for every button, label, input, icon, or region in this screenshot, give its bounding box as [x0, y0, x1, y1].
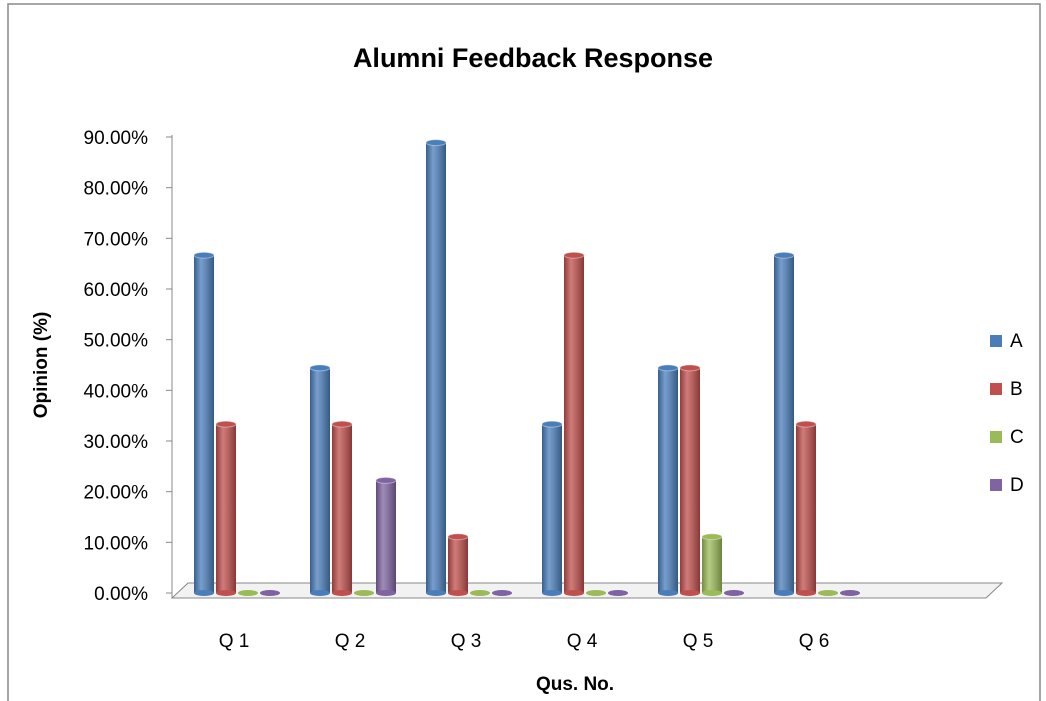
bar-base [542, 590, 562, 596]
bar-shade [774, 255, 794, 594]
bar-cap [309, 364, 331, 372]
bar-base [238, 590, 258, 596]
bar-base [564, 590, 584, 596]
bar-base [818, 590, 838, 596]
x-tick-label: Q 5 [683, 631, 714, 652]
bar-base [260, 590, 280, 596]
bar-cap [657, 364, 679, 372]
bar-base [658, 590, 678, 596]
bar-base [840, 590, 860, 596]
bar-base [608, 590, 628, 596]
bar-base [216, 590, 236, 596]
x-tick-label: Q 4 [567, 631, 598, 652]
bar-cap [541, 420, 563, 428]
bar-shade [194, 255, 214, 594]
bar-cap [215, 420, 237, 428]
y-axis-title: Opinion (%) [31, 312, 52, 419]
legend-swatch [990, 431, 1002, 443]
bar-cap [447, 533, 469, 541]
chart-border [7, 3, 1041, 701]
bar-base [724, 590, 744, 596]
y-tick-label: 50.00% [84, 331, 149, 352]
y-tick-label: 40.00% [84, 381, 149, 402]
bar-cap [425, 139, 447, 147]
y-tick-label: 90.00% [84, 128, 149, 149]
bar-base [448, 590, 468, 596]
bar-shade [332, 424, 352, 593]
bar-shade [426, 142, 446, 593]
y-tick-label: 30.00% [84, 432, 149, 453]
bar-base [702, 590, 722, 596]
floor [170, 582, 1004, 599]
bar-base [774, 590, 794, 596]
bar-base [194, 590, 214, 596]
bar-cap [795, 420, 817, 428]
bar-shade [542, 424, 562, 593]
bar-base [332, 590, 352, 596]
legend-swatch [990, 335, 1002, 347]
y-tick-label: 0.00% [94, 584, 148, 605]
bar-base [586, 590, 606, 596]
bar-cap [193, 251, 215, 259]
bar-shade [376, 480, 396, 593]
bar-base [426, 590, 446, 596]
x-tick-label: Q 2 [335, 631, 366, 652]
bar-cap [679, 364, 701, 372]
legend-swatch [990, 383, 1002, 395]
y-tick-label: 60.00% [84, 280, 149, 301]
bar-cap [773, 251, 795, 259]
bar-base [492, 590, 512, 596]
bar-shade [658, 367, 678, 593]
y-tick-label: 80.00% [84, 179, 149, 200]
bar-shade [216, 424, 236, 593]
legend-swatch [990, 479, 1002, 491]
bar-shade [564, 255, 584, 594]
legend-label: D [1010, 475, 1024, 496]
bar-cap [701, 533, 723, 541]
legend-label: C [1010, 427, 1024, 448]
bar-shade [310, 367, 330, 593]
bar-cap [563, 251, 585, 259]
y-tick-label: 10.00% [84, 533, 149, 554]
bar-shade [448, 536, 468, 593]
bar-base [310, 590, 330, 596]
bar-base [470, 590, 490, 596]
bar-cap [331, 420, 353, 428]
bar-shade [796, 424, 816, 593]
x-tick-label: Q 3 [451, 631, 482, 652]
bar-shade [680, 367, 700, 593]
bar-cap [375, 476, 397, 484]
legend-label: A [1010, 331, 1023, 352]
bar-base [680, 590, 700, 596]
y-tick-label: 20.00% [84, 483, 149, 504]
y-tick-label: 70.00% [84, 229, 149, 250]
bar-shade [702, 536, 722, 593]
bar-base [354, 590, 374, 596]
bar-base [796, 590, 816, 596]
chart-title: Alumni Feedback Response [353, 43, 713, 73]
bar-base [376, 590, 396, 596]
x-tick-label: Q 1 [219, 631, 250, 652]
x-tick-label: Q 6 [799, 631, 830, 652]
legend-label: B [1010, 379, 1023, 400]
x-axis-title: Qus. No. [536, 674, 614, 695]
